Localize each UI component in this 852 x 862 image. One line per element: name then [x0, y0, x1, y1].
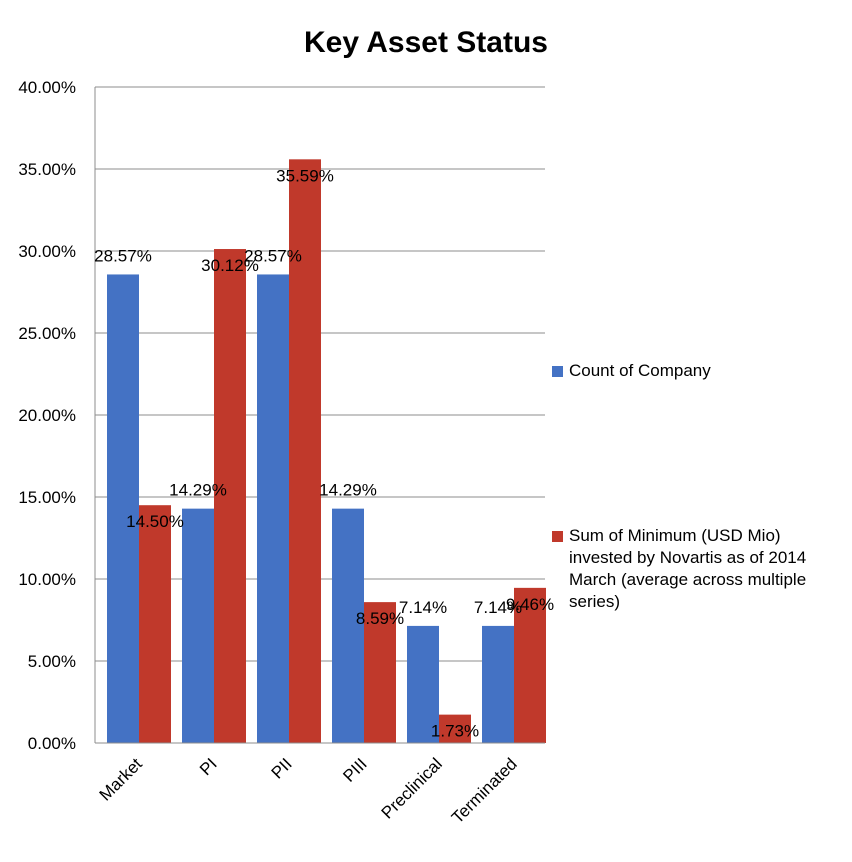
x-axis-tick-labels: Market PI PII PIII Preclinical Terminated	[96, 754, 521, 827]
bar	[214, 249, 246, 744]
data-labels: 28.57%14.50%14.29%30.12%28.57%35.59%14.2…	[94, 166, 554, 740]
y-tick-label: 5.00%	[28, 652, 76, 671]
x-tick-label: Terminated	[448, 754, 521, 827]
bar	[107, 274, 139, 743]
x-tick-label: PIII	[339, 754, 370, 785]
x-tick-label: Preclinical	[378, 754, 446, 822]
bar	[139, 505, 171, 743]
axes	[94, 87, 545, 744]
data-label: 7.14%	[399, 598, 447, 617]
bar	[364, 602, 396, 743]
y-tick-label: 15.00%	[18, 488, 76, 507]
y-tick-label: 30.00%	[18, 242, 76, 261]
data-label: 35.59%	[276, 166, 334, 185]
y-tick-label: 25.00%	[18, 324, 76, 343]
data-label: 30.12%	[201, 256, 259, 275]
bars	[107, 159, 546, 744]
y-axis-tick-labels: 0.00% 5.00% 10.00% 15.00% 20.00% 25.00% 30.00%…	[18, 78, 76, 753]
legend-label-count: Count of Company	[569, 361, 711, 380]
legend-label-investment: Sum of Minimum (USD Mio) invested by Nov…	[569, 526, 807, 611]
y-tick-label: 20.00%	[18, 406, 76, 425]
data-label: 8.59%	[356, 609, 404, 628]
data-label: 7.14%	[474, 598, 522, 617]
legend-swatch-count	[552, 366, 563, 377]
data-label: 14.29%	[169, 481, 227, 500]
bar	[332, 508, 364, 743]
y-tick-label: 10.00%	[18, 570, 76, 589]
bar	[514, 587, 546, 743]
data-label: 1.73%	[431, 722, 479, 741]
data-label: 14.29%	[319, 481, 377, 500]
x-tick-label: Market	[96, 754, 146, 804]
bar	[407, 625, 439, 743]
legend-swatch-investment	[552, 531, 563, 542]
bar	[257, 274, 289, 743]
data-label: 9.46%	[506, 595, 554, 614]
chart-title: Key Asset Status	[304, 26, 548, 59]
data-label: 28.57%	[94, 246, 152, 265]
bar	[439, 714, 471, 743]
x-tick-label: PII	[268, 754, 296, 782]
bar	[182, 508, 214, 743]
y-tick-label: 35.00%	[18, 160, 76, 179]
bar	[482, 625, 514, 743]
x-tick-label: PI	[196, 754, 221, 779]
data-label: 14.50%	[126, 512, 184, 531]
data-label: 28.57%	[244, 246, 302, 265]
bar	[289, 159, 321, 744]
y-tick-label: 0.00%	[28, 734, 76, 753]
y-tick-label: 40.00%	[18, 78, 76, 97]
